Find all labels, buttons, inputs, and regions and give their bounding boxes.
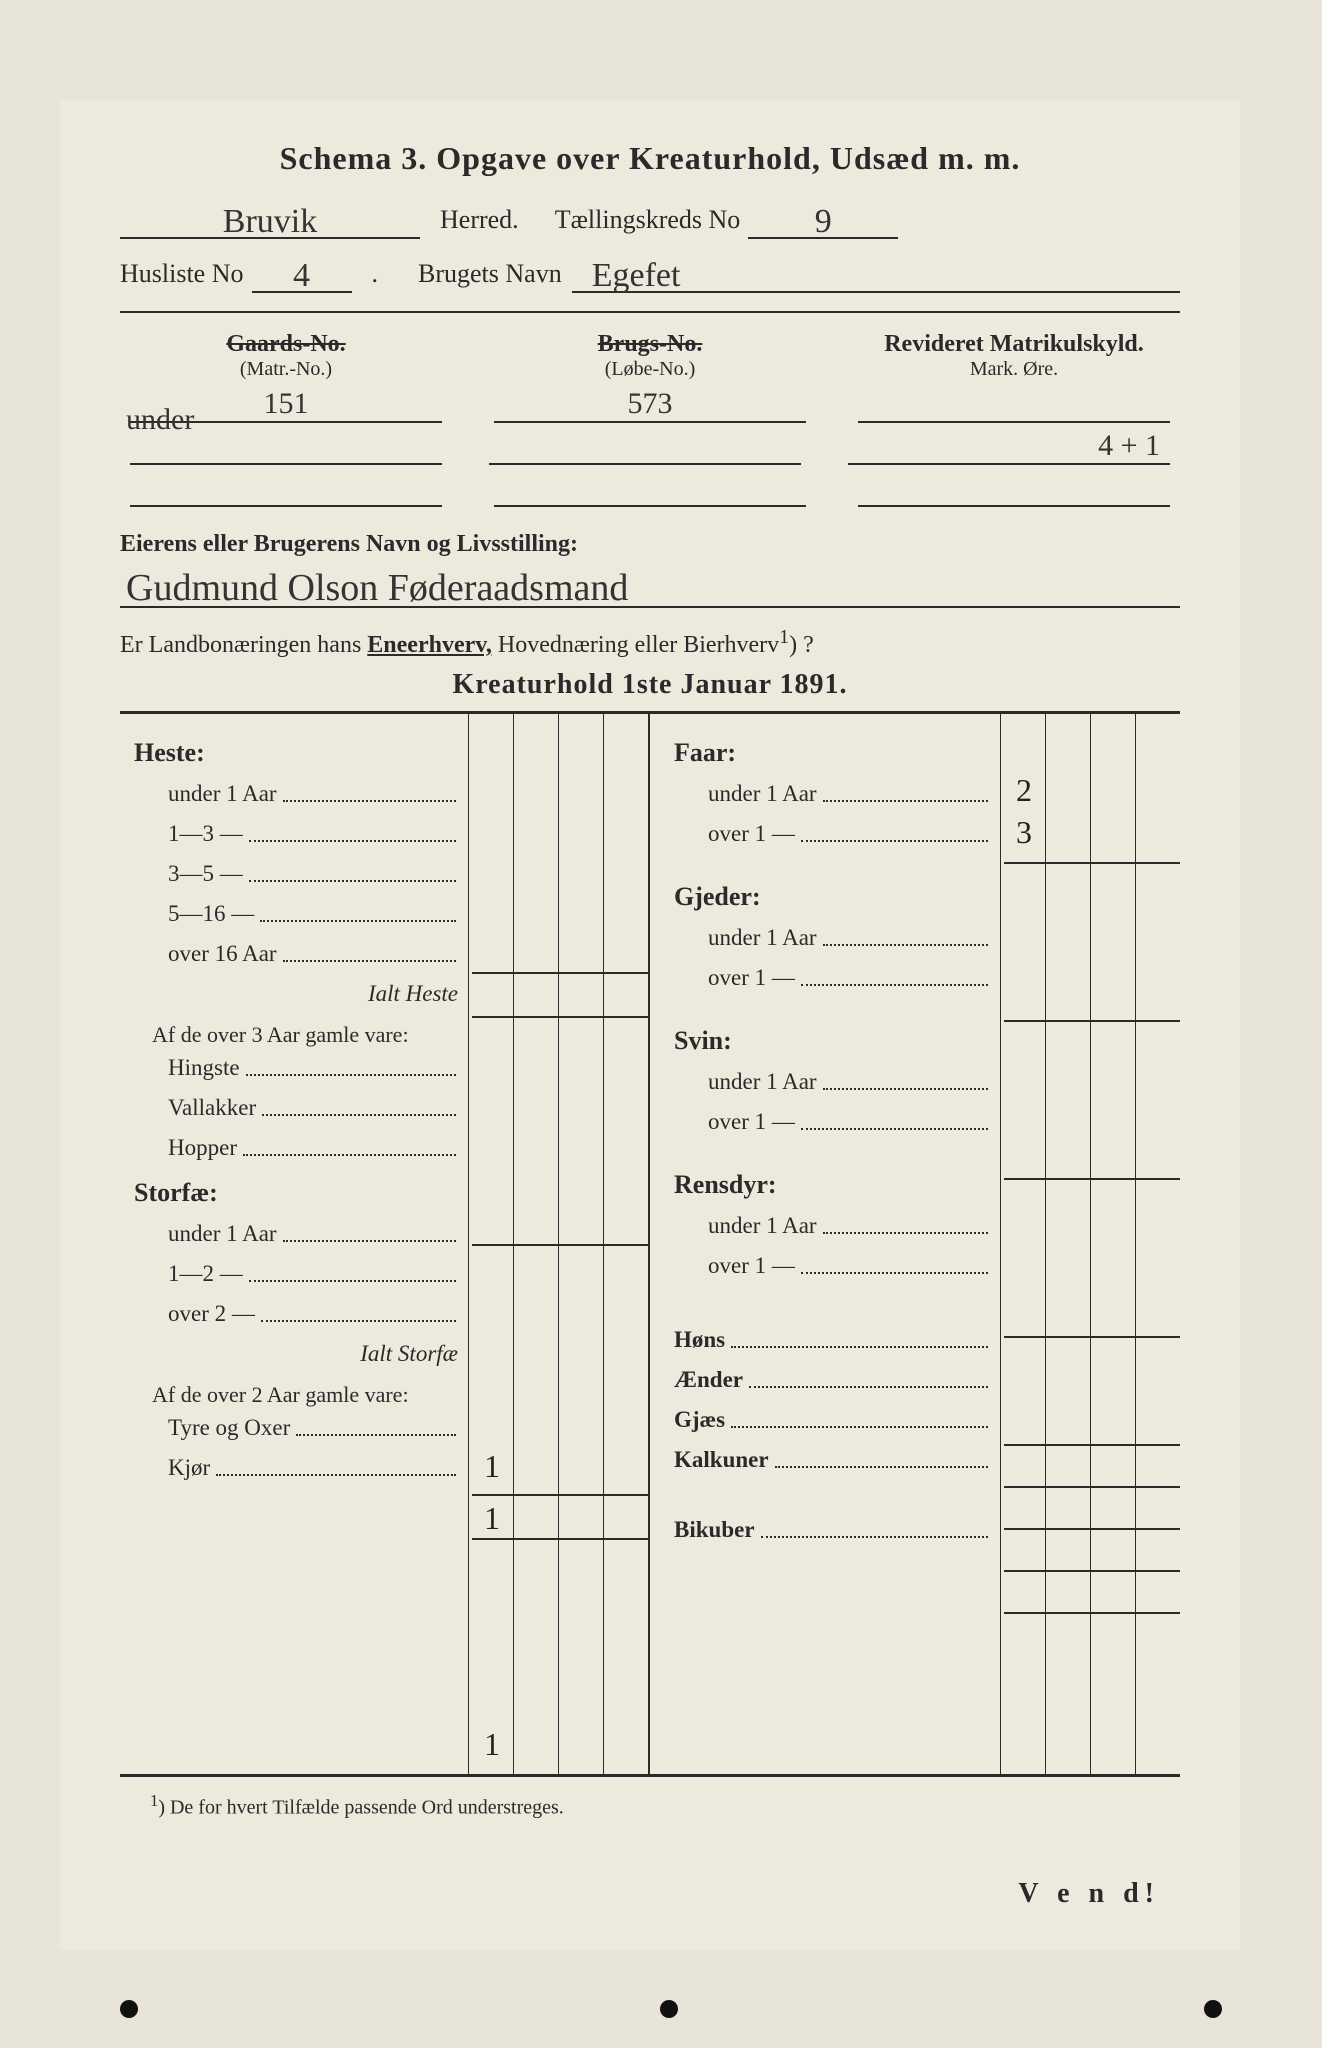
vend-label: V e n d! <box>1018 1878 1160 1910</box>
hons: Høns <box>674 1327 725 1353</box>
storfae-12: 1—2 — <box>134 1261 243 1287</box>
brugets-navn-value: Egefet <box>592 257 681 294</box>
rensdyr-u1: under 1 Aar <box>674 1213 817 1239</box>
herred-label: Herred. <box>440 205 519 235</box>
aender: Ænder <box>674 1367 743 1393</box>
rensdyr-o1: over 1 — <box>674 1253 795 1279</box>
left-panel: Heste: under 1 Aar 1—3 — 3—5 — 5—16 — ov… <box>120 714 650 1774</box>
heste-sub: Af de over 3 Aar gamle vare: <box>134 1022 458 1048</box>
matrikul-headers: Gaards-No. (Matr.-No.) Brugs-No. (Løbe-N… <box>120 331 1180 381</box>
matr-no-label: (Matr.-No.) <box>130 358 442 381</box>
header-row-1: Bruvik Herred. Tællingskreds No 9 <box>120 199 1180 239</box>
heste-o16: over 16 Aar <box>134 941 277 967</box>
gjeder-head: Gjeder: <box>674 882 990 912</box>
husliste-value: 4 <box>293 257 310 294</box>
livestock-table: Heste: under 1 Aar 1—3 — 3—5 — 5—16 — ov… <box>120 711 1180 1777</box>
kreatur-title: Kreaturhold 1ste Januar 1891. <box>120 669 1180 701</box>
brug-1: 573 <box>628 387 673 420</box>
q-under: Eneerhverv, <box>367 632 492 658</box>
matrikul-row-1: 151 573 <box>120 387 1180 423</box>
q-sup: 1 <box>779 626 789 648</box>
heste-total: Ialt Heste <box>368 981 458 1007</box>
heste-516: 5—16 — <box>134 901 254 927</box>
skyld-2: 4 + 1 <box>1098 429 1160 462</box>
heste-u1: under 1 Aar <box>134 781 277 807</box>
kjor: Kjør <box>134 1455 210 1481</box>
heste-35: 3—5 — <box>134 861 243 887</box>
kjor-val: 1 <box>484 1726 500 1763</box>
rensdyr-head: Rensdyr: <box>674 1170 990 1200</box>
bikuber: Bikuber <box>674 1517 755 1543</box>
form-title: Schema 3. Opgave over Kreaturhold, Udsæd… <box>120 140 1180 177</box>
storfae-o2: over 2 — <box>134 1301 255 1327</box>
eier-value: Gudmund Olson Føderaadsmand <box>120 567 628 609</box>
storfae-head: Storfæ: <box>134 1178 458 1208</box>
storfae-total: Ialt Storfæ <box>360 1341 458 1367</box>
storfae-u1: under 1 Aar <box>134 1221 277 1247</box>
gjeder-o1: over 1 — <box>674 965 795 991</box>
revideret-label: Revideret Matrikulskyld. <box>858 331 1170 358</box>
footnote: 1) De for hvert Tilfælde passende Ord un… <box>120 1791 1180 1820</box>
punch-dot-mid <box>660 2000 678 2018</box>
q-prefix: Er Landbonæringen hans <box>120 632 367 658</box>
svin-head: Svin: <box>674 1026 990 1056</box>
form-page: Schema 3. Opgave over Kreaturhold, Udsæd… <box>60 100 1240 1950</box>
q-end: ) ? <box>789 632 814 658</box>
brugets-navn-label: Brugets Navn <box>418 259 562 289</box>
heste-head: Heste: <box>134 738 458 768</box>
husliste-label: Husliste No <box>120 259 244 289</box>
brugs-no-label: Brugs-No. <box>494 331 806 358</box>
faar-u1-val: 2 <box>1016 772 1032 809</box>
hopper: Hopper <box>134 1135 237 1161</box>
punch-dot-right <box>1204 2000 1222 2018</box>
gaards-no-label: Gaards-No. <box>130 331 442 358</box>
faar-head: Faar: <box>674 738 990 768</box>
storfae-total-val: 1 <box>484 1500 500 1537</box>
right-panel: Faar: under 1 Aar over 1 — Gjeder: under… <box>650 714 1180 1774</box>
mark-ore-label: Mark. Øre. <box>858 358 1170 381</box>
gjeder-u1: under 1 Aar <box>674 925 817 951</box>
matrikul-row-2: 4 + 1 <box>120 429 1180 465</box>
marginal-note: under <box>126 403 194 437</box>
svin-u1: under 1 Aar <box>674 1069 817 1095</box>
eier-question: Er Landbonæringen hans Eneerhverv, Hoved… <box>120 626 1180 659</box>
eier-block: Eierens eller Brugerens Navn og Livsstil… <box>120 531 1180 659</box>
faar-o1: over 1 — <box>674 821 795 847</box>
lobe-no-label: (Løbe-No.) <box>494 358 806 381</box>
q-suffix: Hovednæring eller Bierhverv <box>492 632 779 658</box>
eier-label: Eierens eller Brugerens Navn og Livsstil… <box>120 531 1180 558</box>
storfae-o2-val: 1 <box>484 1448 500 1485</box>
matrikul-row-3 <box>120 471 1180 507</box>
punch-dot-left <box>120 2000 138 2018</box>
kalkuner: Kalkuner <box>674 1447 769 1473</box>
header-row-2: Husliste No 4 . Brugets Navn Egefet <box>120 253 1180 293</box>
hingste: Hingste <box>134 1055 240 1081</box>
vallakker: Vallakker <box>134 1095 256 1121</box>
right-values: 2 3 <box>1004 714 1180 1774</box>
heste-13: 1—3 — <box>134 821 243 847</box>
gjaes: Gjæs <box>674 1407 725 1433</box>
tyre-oxer: Tyre og Oxer <box>134 1415 290 1441</box>
taellingskreds-value: 9 <box>815 203 832 240</box>
gaard-1: 151 <box>264 387 309 420</box>
storfae-sub: Af de over 2 Aar gamle vare: <box>134 1382 458 1408</box>
footnote-text: ) De for hvert Tilfælde passende Ord und… <box>158 1797 563 1819</box>
herred-value: Bruvik <box>223 203 317 240</box>
svin-o1: over 1 — <box>674 1109 795 1135</box>
faar-o1-val: 3 <box>1016 814 1032 851</box>
taellingskreds-label: Tællingskreds No <box>555 205 741 235</box>
left-values: 1 1 1 <box>472 714 648 1774</box>
faar-u1: under 1 Aar <box>674 781 817 807</box>
